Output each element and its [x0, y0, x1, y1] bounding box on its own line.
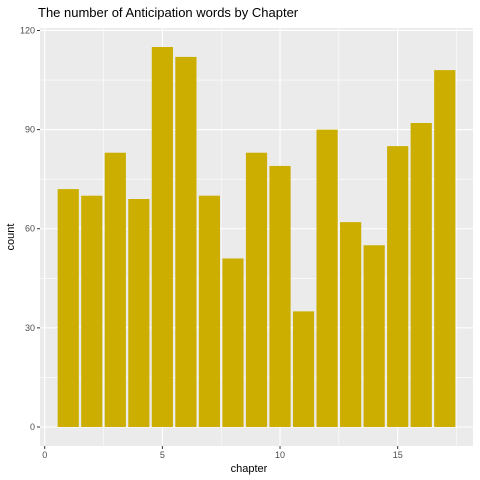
x-tick-label: 10: [275, 450, 285, 460]
bar-chapter-1: [57, 189, 79, 427]
x-axis-ticks: 0 5 10 15: [42, 446, 403, 460]
y-tick-label: 120: [20, 25, 35, 35]
bars: [57, 47, 456, 427]
bar-chapter-10: [269, 165, 291, 427]
x-axis-title: chapter: [231, 463, 268, 475]
x-tick-label: 15: [393, 450, 403, 460]
bar-chapter-5: [151, 47, 173, 427]
bar-chapter-3: [104, 152, 126, 427]
x-tick-label: 0: [42, 450, 47, 460]
bar-chapter-11: [292, 311, 315, 427]
y-tick-label: 30: [25, 323, 35, 333]
bar-chapter-6: [175, 56, 197, 427]
bar-chapter-12: [316, 129, 338, 427]
bar-chapter-13: [340, 222, 362, 427]
bar-chapter-14: [363, 245, 385, 427]
bar-chapter-15: [387, 146, 409, 427]
y-tick-label: 60: [25, 224, 35, 234]
bar-chapter-16: [410, 123, 432, 427]
bar-chapter-9: [245, 152, 268, 427]
chart-title: The number of Anticipation words by Chap…: [38, 5, 299, 20]
bar-chapter-7: [198, 195, 221, 427]
x-tick-label: 5: [160, 450, 165, 460]
y-axis-ticks: 0 30 60 90 120: [20, 25, 40, 432]
y-tick-label: 0: [30, 422, 35, 432]
bar-chapter-17: [434, 70, 456, 427]
bar-chapter-4: [128, 199, 150, 427]
y-axis-title: count: [5, 224, 17, 251]
bar-chapter-8: [222, 258, 244, 427]
bar-chapter-2: [81, 195, 103, 427]
y-tick-label: 90: [25, 125, 35, 135]
